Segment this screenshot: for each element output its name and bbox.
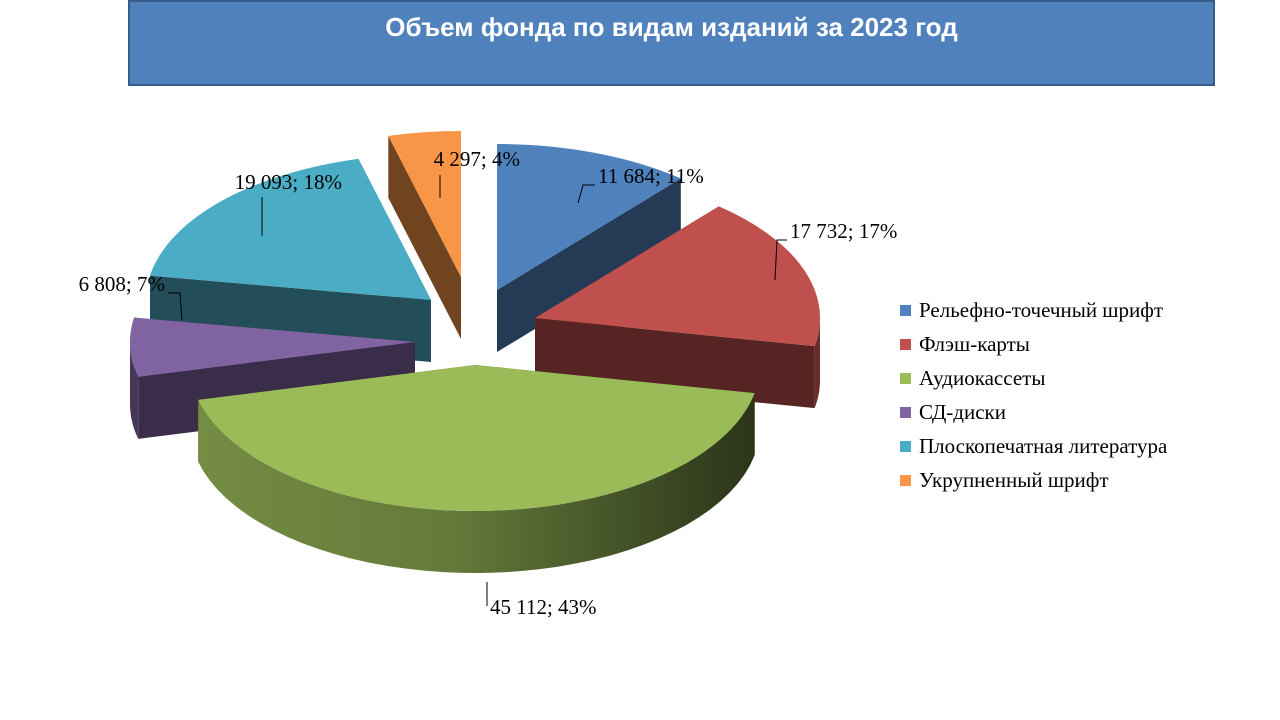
data-label: 17 732; 17% <box>790 219 897 243</box>
pie-slice-top <box>198 365 755 511</box>
pie-slice-side <box>130 342 139 439</box>
leader-line <box>168 292 183 321</box>
pie-slice-top <box>388 131 461 277</box>
pie-slice-top <box>497 144 681 290</box>
legend-item-flash-cards: Флэш-карты <box>900 327 1167 361</box>
legend-item-audio-cassettes: Аудиокассеты <box>900 361 1167 395</box>
data-label: 11 684; 11% <box>598 164 704 188</box>
pie-slice-side <box>198 393 755 573</box>
legend-label: СД-диски <box>919 399 1006 424</box>
pie-slice-top <box>535 206 820 347</box>
legend-item-cd-discs: СД-диски <box>900 395 1167 429</box>
pie-slice-side <box>814 318 820 409</box>
leader-line <box>577 184 595 204</box>
legend-swatch <box>900 338 911 350</box>
legend-label: Аудиокассеты <box>919 365 1046 390</box>
data-label: 19 093; 18% <box>235 170 342 194</box>
legend-swatch <box>900 372 911 384</box>
legend-item-flat-print: Плоскопечатная литература <box>900 429 1167 463</box>
legend-swatch <box>900 440 911 452</box>
legend-label: Плоскопечатная литература <box>919 433 1168 458</box>
legend-label: Рельефно-точечный шрифт <box>919 297 1164 322</box>
chart-title-banner: Объем фонда по видам изданий за 2023 год <box>128 0 1215 86</box>
legend-item-large-print: Укрупненный шрифт <box>900 463 1167 497</box>
legend-swatch <box>900 406 911 418</box>
legend-swatch <box>900 304 911 316</box>
pie-slice-0 <box>497 144 681 352</box>
pie-slice-top <box>130 317 415 377</box>
legend-swatch <box>900 474 911 486</box>
legend-item-relief-braille: Рельефно-точечный шрифт <box>900 293 1167 327</box>
pie-slice-2 <box>198 365 755 573</box>
pie-slice-5 <box>388 131 461 339</box>
pie-slice-wall <box>497 178 681 352</box>
legend-label: Флэш-карты <box>919 331 1030 356</box>
legend-label: Укрупненный шрифт <box>919 467 1109 492</box>
chart-title: Объем фонда по видам изданий за 2023 год <box>385 12 958 42</box>
data-label: 45 112; 43% <box>490 595 597 619</box>
leader-line <box>774 239 787 281</box>
pie-slice-wall <box>388 135 461 339</box>
data-label: 6 808; 7% <box>79 272 165 296</box>
data-label: 4 297; 4% <box>434 147 520 171</box>
legend: Рельефно-точечный шрифт Флэш-карты Аудио… <box>900 293 1167 497</box>
pie-slice-top <box>149 158 431 300</box>
